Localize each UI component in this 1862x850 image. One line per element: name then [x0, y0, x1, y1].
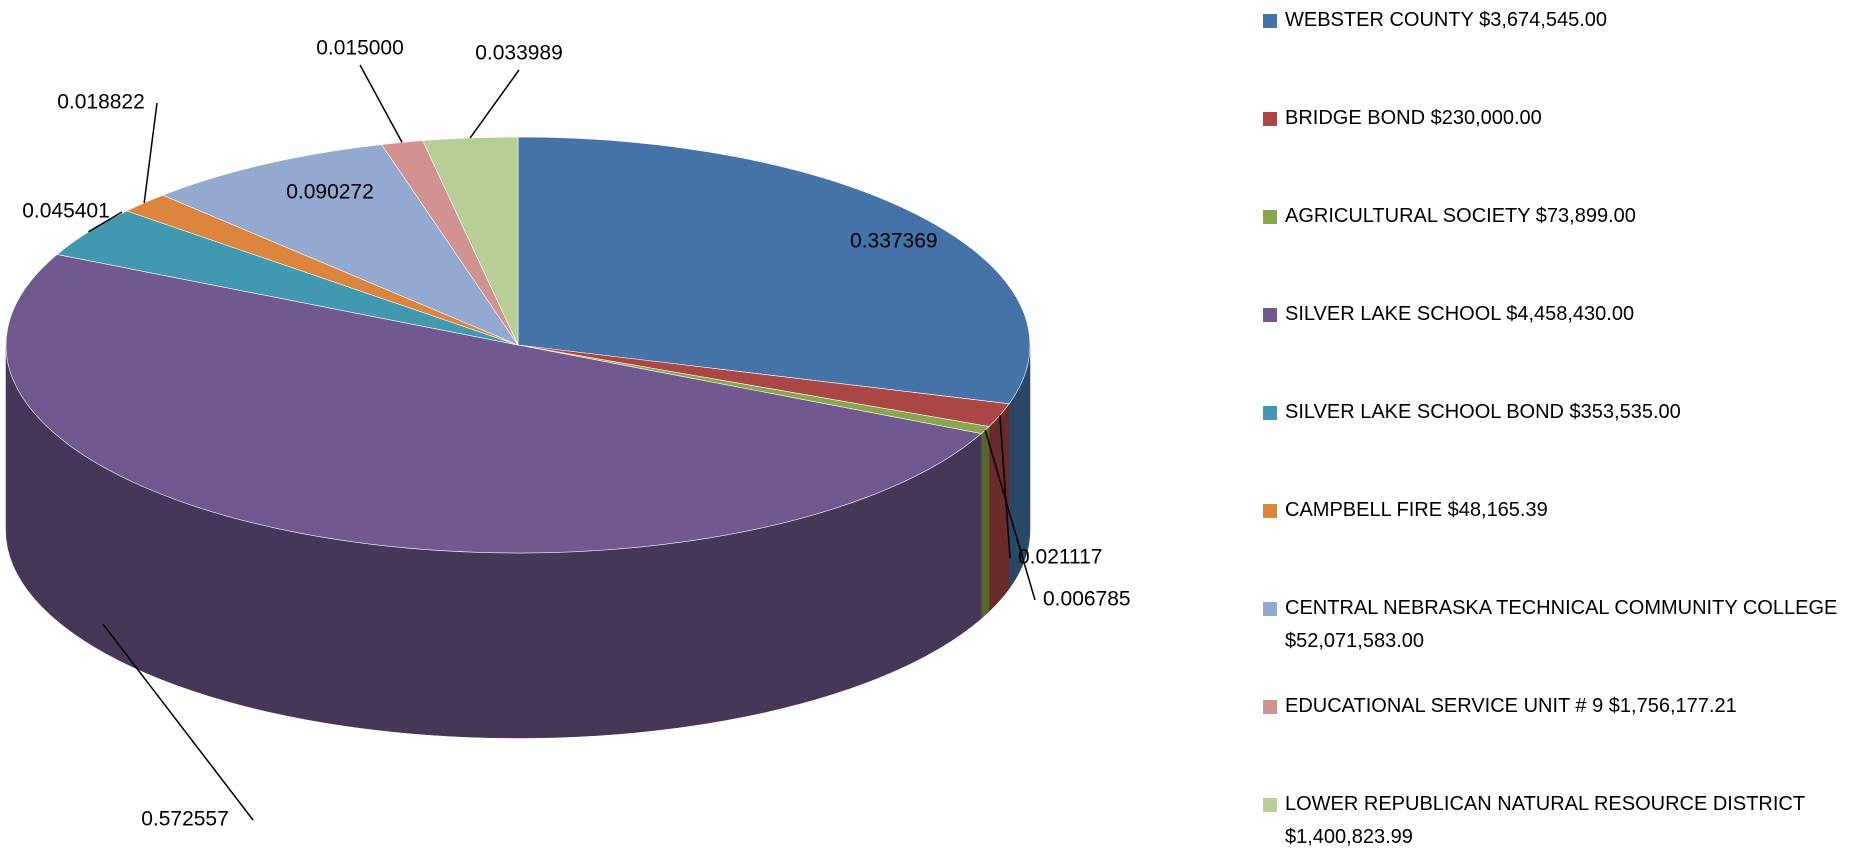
- data-label: 0.006785: [1043, 588, 1131, 611]
- legend-swatch: [1263, 112, 1277, 126]
- legend-label: SILVER LAKE SCHOOL BOND $353,535.00: [1285, 401, 1681, 423]
- legend-swatch: [1263, 308, 1277, 322]
- data-label: 0.033989: [475, 42, 563, 65]
- slice: [162, 144, 519, 346]
- legend-label: LOWER REPUBLICAN NATURAL RESOURCE DISTRI…: [1285, 793, 1805, 848]
- legend-swatch: [1263, 14, 1277, 28]
- data-label: 0.090272: [286, 181, 374, 204]
- legend-label: CAMPBELL FIRE $48,165.39: [1285, 499, 1548, 521]
- pie-chart: 0.337369 0.021117 0.006785 0.572557 0.045401…: [5, 37, 1131, 831]
- legend-label: SILVER LAKE SCHOOL $4,458,430.00: [1285, 303, 1635, 325]
- slice: [5, 254, 982, 554]
- legend-swatch: [1263, 700, 1277, 714]
- slice: [422, 136, 519, 346]
- slice: [517, 136, 1031, 405]
- legend-label: CENTRAL NEBRASKA TECHNICAL COMMUNITY COL…: [1285, 597, 1838, 652]
- data-label: 0.572557: [141, 808, 229, 831]
- data-label: 0.045401: [22, 200, 110, 223]
- data-label: 0.337369: [850, 230, 938, 253]
- leader-line: [984, 429, 1036, 601]
- leader-line: [359, 64, 403, 143]
- legend-swatch: [1263, 504, 1277, 518]
- legend-label: WEBSTER COUNTY $3,674,545.00: [1285, 9, 1607, 31]
- legend-swatch: [1263, 210, 1277, 224]
- legend-swatch: [1263, 406, 1277, 420]
- slice-side: [980, 425, 990, 620]
- legend-label: AGRICULTURAL SOCIETY $73,899.00: [1285, 205, 1636, 227]
- leader-line: [469, 69, 520, 139]
- leader-line: [88, 211, 123, 233]
- legend-swatch: [1263, 602, 1277, 616]
- leader-line: [999, 415, 1011, 559]
- leader-line: [102, 623, 254, 821]
- data-label: 0.021117: [1018, 546, 1102, 569]
- data-label: 0.015000: [316, 37, 404, 60]
- legend-label: EDUCATIONAL SERVICE UNIT # 9 $1,756,177.…: [1285, 695, 1737, 717]
- legend-label: BRIDGE BOND $230,000.00: [1285, 107, 1542, 129]
- legend-swatch: [1263, 798, 1277, 812]
- data-label: 0.018822: [57, 91, 145, 114]
- leader-line: [143, 102, 158, 203]
